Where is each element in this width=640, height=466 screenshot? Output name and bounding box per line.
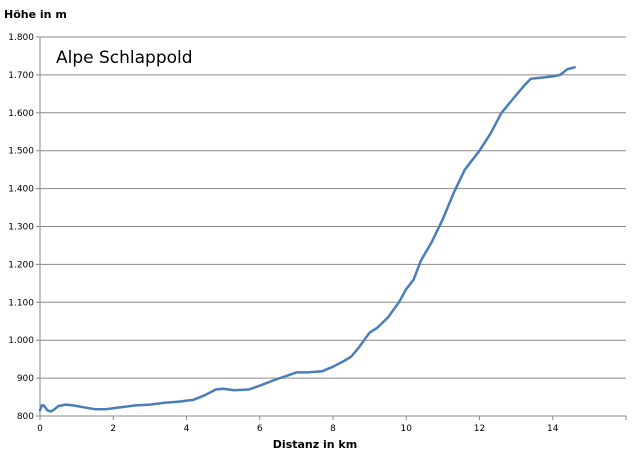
- x-tick-label: 0: [37, 424, 43, 434]
- y-tick-label: 1.200: [8, 260, 34, 270]
- x-tick-label: 2: [110, 424, 116, 434]
- y-tick-label: 1.800: [8, 33, 34, 43]
- y-tick-label: 1.300: [8, 223, 34, 233]
- x-tick-label: 8: [330, 424, 336, 434]
- x-tick-label: 10: [401, 424, 413, 434]
- y-tick-label: 1.500: [8, 147, 34, 157]
- x-tick-label: 6: [257, 424, 263, 434]
- y-tick-label: 1.700: [8, 71, 34, 81]
- series-group: [38, 66, 576, 413]
- y-axis-title: Höhe in m: [4, 8, 67, 21]
- gridlines: [40, 36, 626, 379]
- y-tick-label: 900: [17, 374, 34, 384]
- x-tick-label: 12: [474, 424, 485, 434]
- y-axis-ticks: 800 900 1.000 1.100 1.200 1.300 1.400 1.500 1.60…: [8, 33, 40, 422]
- y-tick-label: 1.600: [8, 109, 34, 119]
- y-tick-label: 1.100: [8, 298, 34, 308]
- y-tick-label: 1.000: [8, 336, 34, 346]
- elevation-line: [38, 66, 576, 413]
- y-tick-label: 800: [17, 412, 34, 422]
- x-axis-title: Distanz in km: [273, 438, 357, 451]
- chart-title: Alpe Schlappold: [56, 48, 193, 68]
- x-tick-label: 14: [547, 424, 559, 434]
- y-tick-label: 1.400: [8, 185, 34, 195]
- x-axis-ticks: 0 2 4 6 8 10 12 14: [37, 416, 627, 434]
- x-tick-label: 4: [184, 424, 190, 434]
